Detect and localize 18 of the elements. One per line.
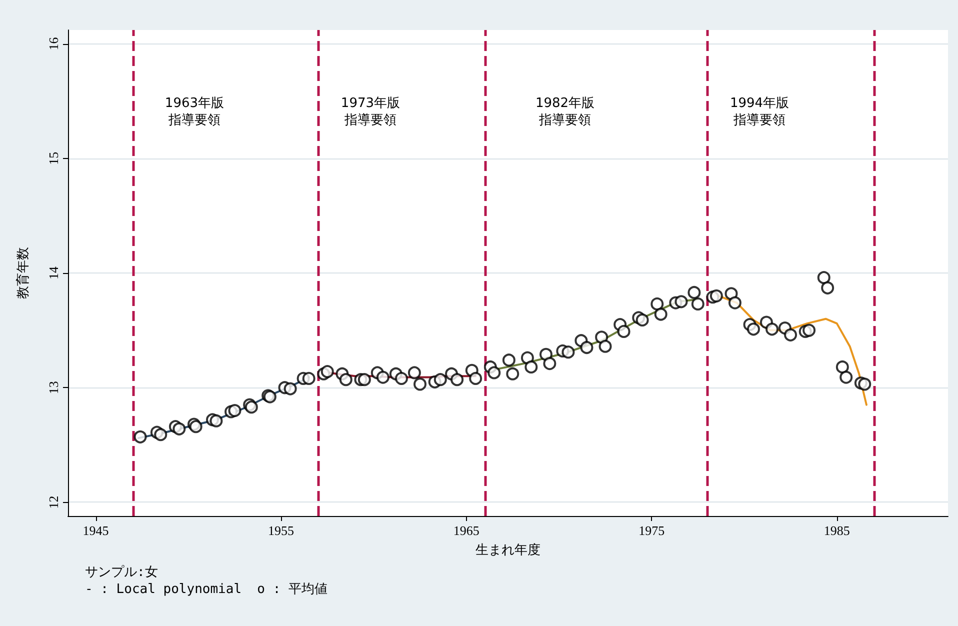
- x-tick-label: 1945: [82, 523, 109, 538]
- annotation: 1982年版指導要領: [535, 96, 595, 128]
- y-tick-label: 14: [46, 266, 61, 280]
- y-tick-label: 12: [46, 496, 61, 509]
- text: サンプル:女: [85, 565, 158, 580]
- y-axis-title: 教育年数: [15, 247, 31, 299]
- x-tick-label: 1985: [824, 523, 850, 538]
- x-tick-label: 1965: [453, 523, 480, 538]
- y-tick-label: 15: [46, 152, 61, 165]
- x-axis-title: 生まれ年度: [476, 542, 540, 558]
- annotation: 1963年版指導要領: [164, 96, 224, 128]
- x-tick-label: 1975: [638, 523, 665, 538]
- x-tick-label: 1955: [268, 523, 294, 538]
- y-tick-label: 13: [46, 381, 61, 394]
- text: - : Local polynomial o : 平均値: [85, 582, 328, 597]
- y-tick-label: 16: [46, 36, 61, 50]
- annotation: 1994年版指導要領: [730, 96, 790, 128]
- annotation: 1973年版指導要領: [340, 96, 400, 128]
